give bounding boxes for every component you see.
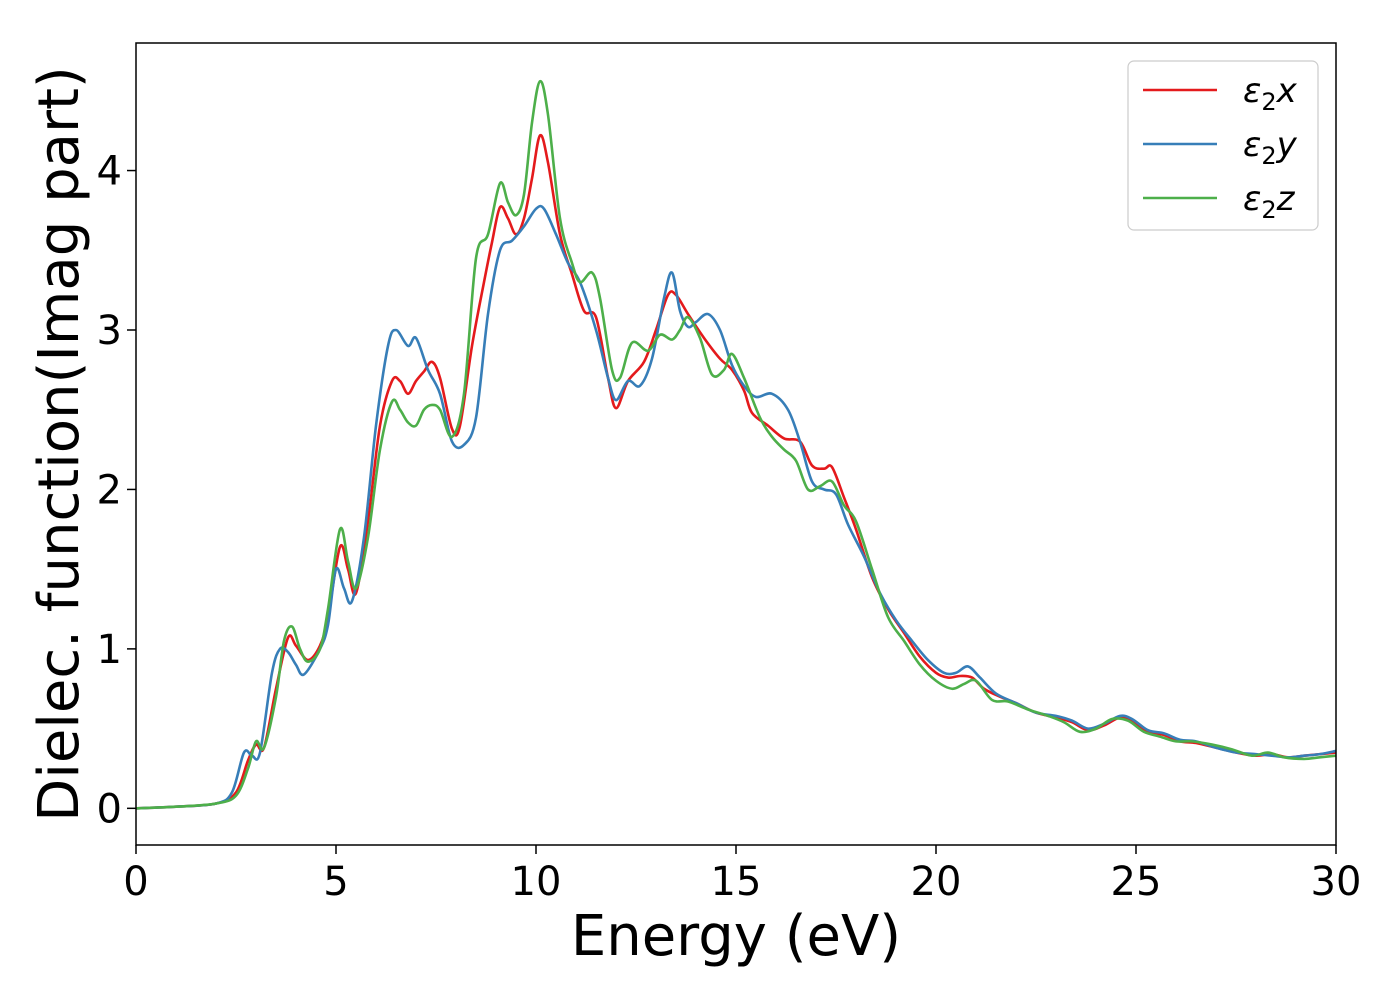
legend-label-subscript: 2 (1261, 196, 1276, 224)
x-axis-title: Energy (eV) (571, 904, 901, 969)
x-tick-label: 30 (1311, 859, 1362, 905)
x-tick-label: 20 (911, 859, 962, 905)
y-tick-label: 4 (97, 149, 122, 195)
legend-label-tail: x (1276, 71, 1298, 111)
legend-label-main: ε (1243, 71, 1261, 111)
legend-label-z: ε2z (1243, 179, 1296, 224)
y-tick-label: 3 (97, 308, 122, 354)
legend-label-subscript: 2 (1261, 142, 1276, 170)
legend-label-tail: z (1276, 179, 1296, 219)
y-axis-title: Dielec. function(Imag part) (27, 66, 92, 822)
ticks-layer: 0 5 10 15 20 25 30 0 1 2 3 4 (97, 149, 1362, 905)
x-tick-label: 5 (323, 859, 348, 905)
series-line-x (136, 133, 1336, 810)
legend-label-subscript: 2 (1261, 88, 1276, 116)
legend-label-tail: y (1276, 125, 1298, 165)
plot-frame (135, 42, 1337, 846)
y-tick-label: 1 (97, 627, 122, 673)
x-tick-label: 10 (511, 859, 562, 905)
y-tick-label: 0 (97, 786, 122, 832)
legend-label-y: ε2y (1243, 125, 1298, 170)
series-line-z (136, 79, 1336, 810)
x-tick-label: 15 (711, 859, 762, 905)
x-tick-label: 25 (1111, 859, 1162, 905)
series-line-y (136, 204, 1336, 810)
legend-label-x: ε2x (1243, 71, 1298, 116)
legend-box (1127, 60, 1319, 231)
legend-label-main: ε (1243, 179, 1261, 219)
y-tick-label: 2 (97, 467, 122, 513)
x-tick-label: 0 (123, 859, 148, 905)
legend-label-main: ε (1243, 125, 1261, 165)
lines-layer (136, 79, 1336, 810)
